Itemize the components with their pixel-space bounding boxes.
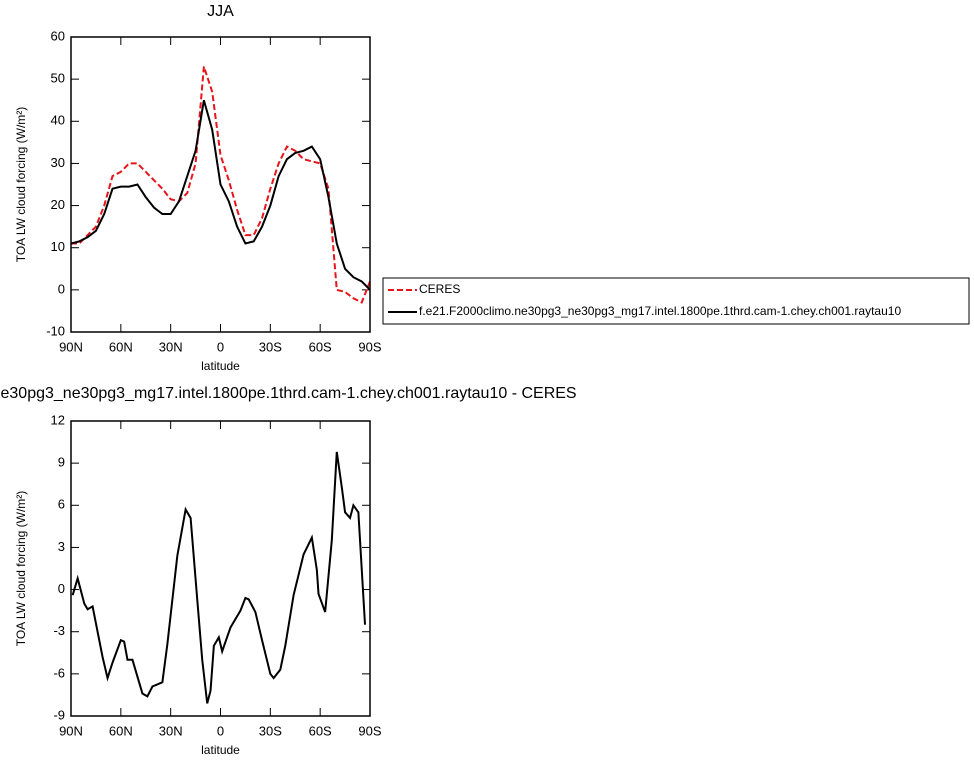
x-tick-label: 30S — [259, 339, 282, 354]
plot: JJA latitude TOA LW cloud forcing (W/m²) -1… — [14, 3, 970, 373]
y-tick-label: 0 — [58, 281, 65, 296]
x-tick-label: 0 — [217, 339, 224, 354]
x-tick-label: 90S — [358, 339, 381, 354]
y-axis-label: TOA LW cloud forcing (W/m²) — [14, 107, 28, 263]
x-tick-label: 90N — [59, 723, 83, 738]
series-line — [71, 451, 367, 704]
y-tick-label: 30 — [51, 155, 65, 170]
chart-title: f.e21.F2000climo.ne30pg3_ne30pg3_mg17.in… — [0, 385, 577, 402]
y-tick-label: 10 — [51, 239, 65, 254]
y-tick-label: 3 — [58, 539, 65, 554]
y-tick-label: 12 — [51, 412, 65, 427]
plot: f.e21.F2000climo.ne30pg3_ne30pg3_mg17.in… — [0, 385, 577, 757]
legend-box — [382, 277, 970, 325]
y-tick-label: 20 — [51, 197, 65, 212]
legend-label: CERES — [419, 282, 460, 296]
x-axis-label: latitude — [201, 743, 240, 757]
y-tick-label: 0 — [58, 581, 65, 596]
y-tick-label: 9 — [58, 455, 65, 470]
x-tick-label: 30N — [159, 723, 183, 738]
x-tick-label: 60S — [309, 339, 332, 354]
x-tick-label: 60S — [309, 723, 332, 738]
x-tick-label: 30N — [159, 339, 183, 354]
y-tick-label: -10 — [46, 323, 65, 338]
chart-title: JJA — [207, 3, 234, 20]
x-tick-label: 60N — [109, 723, 133, 738]
y-axis-label: TOA LW cloud forcing (W/m²) — [14, 491, 28, 647]
plot-frame — [70, 36, 371, 333]
x-tick-label: 0 — [217, 723, 224, 738]
plot-frame — [70, 420, 371, 717]
x-tick-label: 60N — [109, 339, 133, 354]
y-tick-label: 6 — [58, 497, 65, 512]
y-tick-label: 40 — [51, 113, 65, 128]
series-line — [71, 66, 370, 304]
series-line — [71, 99, 370, 291]
y-tick-label: -6 — [53, 665, 65, 680]
x-axis-label: latitude — [201, 359, 240, 373]
x-tick-label: 90S — [358, 723, 381, 738]
y-tick-label: 50 — [51, 71, 65, 86]
x-tick-label: 90N — [59, 339, 83, 354]
x-tick-label: 30S — [259, 723, 282, 738]
y-tick-label: -9 — [53, 707, 65, 722]
legend-label: f.e21.F2000climo.ne30pg3_ne30pg3_mg17.in… — [419, 304, 901, 318]
y-tick-label: -3 — [53, 623, 65, 638]
y-tick-label: 60 — [51, 28, 65, 43]
